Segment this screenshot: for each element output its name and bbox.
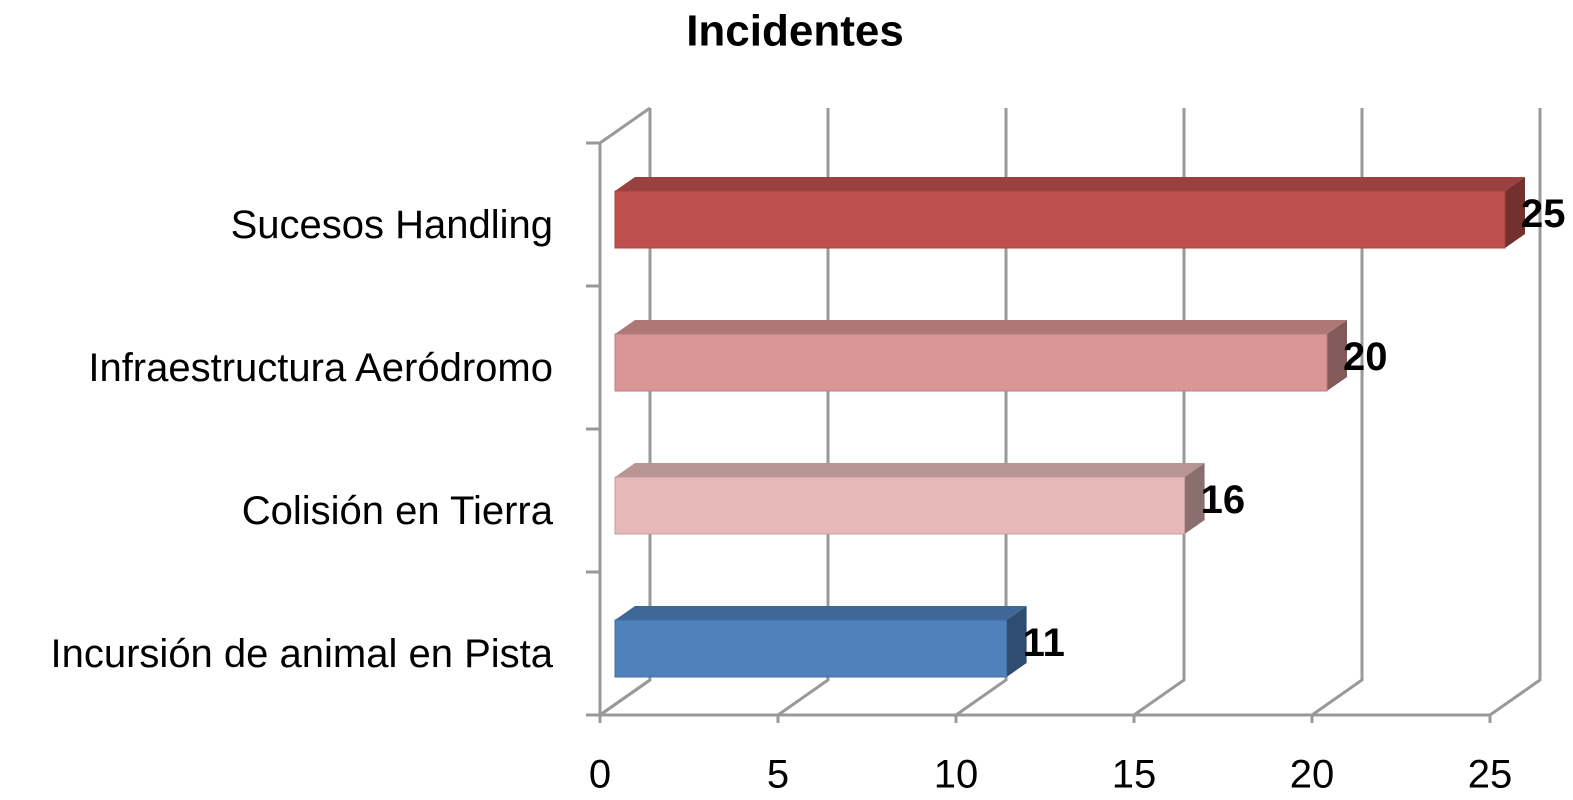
grid-line xyxy=(1489,108,1542,717)
bar xyxy=(614,190,1506,249)
x-tick-label: 15 xyxy=(1112,753,1157,797)
bar-top xyxy=(615,463,1205,477)
axis-wall xyxy=(599,106,651,145)
x-tick-label: 0 xyxy=(589,753,611,797)
bar-side xyxy=(1327,320,1347,391)
bar-side xyxy=(1505,177,1525,248)
y-tick-label: Sucesos Handling xyxy=(231,203,553,247)
bar-top xyxy=(615,606,1027,620)
grid-line xyxy=(1311,108,1364,717)
bar-top xyxy=(615,320,1347,334)
bar-top xyxy=(615,177,1525,191)
grid-line xyxy=(777,108,830,717)
x-tick-label: 25 xyxy=(1468,753,1513,797)
bar xyxy=(614,619,1008,678)
grid-line xyxy=(955,108,1008,717)
y-tick-label: Colisión en Tierra xyxy=(242,489,554,533)
grid-line xyxy=(1133,108,1186,717)
grid-line xyxy=(599,108,652,717)
data-label: 20 xyxy=(1343,335,1388,379)
bar-side xyxy=(1006,606,1027,677)
y-tick-label: Incursión de animal en Pista xyxy=(51,632,554,676)
bar-side xyxy=(1184,463,1205,534)
bar xyxy=(614,333,1328,392)
x-tick-label: 10 xyxy=(934,753,979,797)
data-label: 16 xyxy=(1201,478,1246,522)
bar xyxy=(614,476,1186,535)
x-tick-label: 5 xyxy=(767,753,789,797)
chart-title: Incidentes xyxy=(686,7,904,56)
y-tick-label: Infraestructura Aeródromo xyxy=(88,346,553,390)
data-label: 25 xyxy=(1521,192,1566,236)
data-label: 11 xyxy=(1023,621,1065,665)
x-tick-label: 20 xyxy=(1290,753,1335,797)
